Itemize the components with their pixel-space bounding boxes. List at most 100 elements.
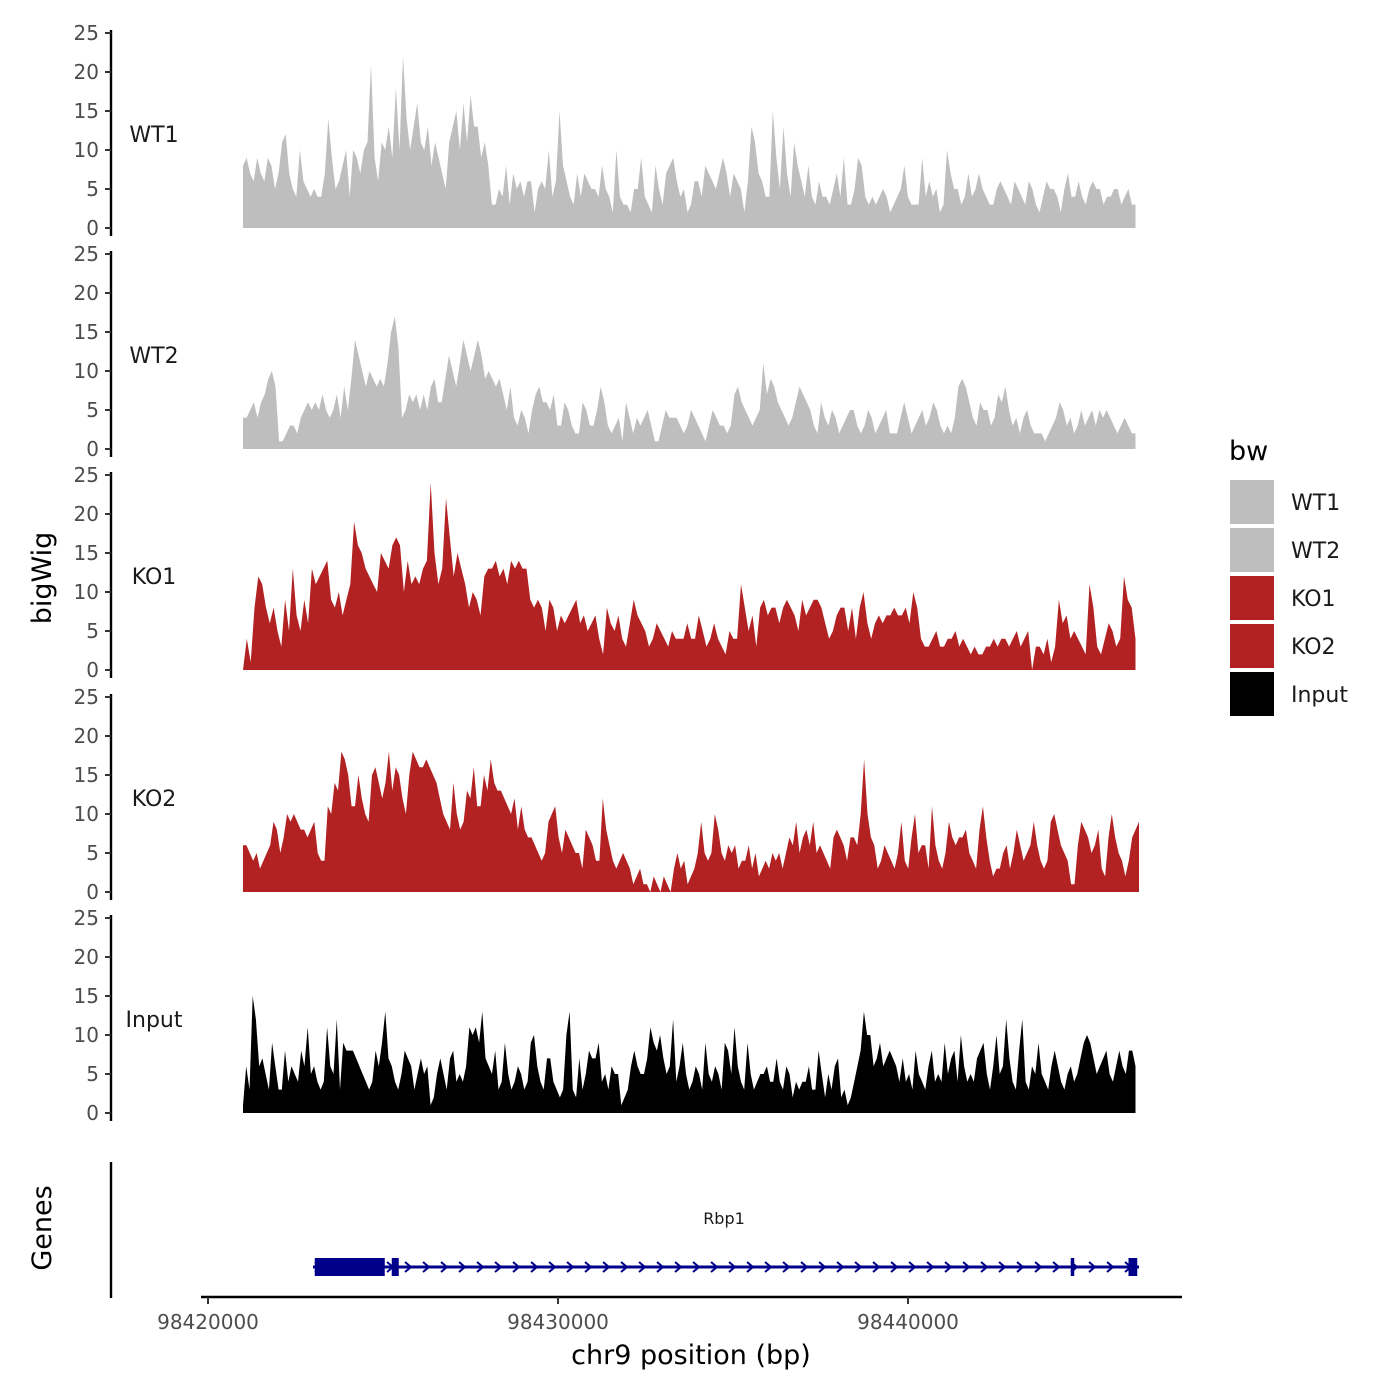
- y-tick-label: 5: [86, 398, 99, 422]
- y-tick-label: 25: [74, 21, 99, 45]
- legend-item: WT1: [1230, 480, 1340, 524]
- x-tick-label: 98430000: [507, 1310, 609, 1334]
- y-tick-label: 0: [86, 880, 99, 904]
- legend-swatch: [1230, 528, 1274, 572]
- y-tick-label: 0: [86, 437, 99, 461]
- strand-arrow: [998, 1261, 1007, 1273]
- legend-label: KO2: [1291, 635, 1336, 660]
- gene-exon: [1070, 1258, 1075, 1276]
- strand-arrow: [674, 1261, 683, 1273]
- y-tick-label: 5: [86, 1062, 99, 1086]
- x-axis: 98420000 98430000 98440000 chr9 position (…: [157, 1295, 1182, 1371]
- track-label: Input: [126, 1008, 183, 1033]
- strand-arrow: [944, 1261, 953, 1273]
- gene-exon: [314, 1258, 385, 1276]
- strand-arrow: [962, 1261, 971, 1273]
- legend-item: Input: [1230, 672, 1348, 716]
- strand-arrow: [530, 1261, 539, 1273]
- y-tick-label: 15: [74, 320, 99, 344]
- y-axis-title: bigWig: [27, 532, 58, 625]
- strand-arrow: [746, 1261, 755, 1273]
- y-tick-label: 15: [74, 541, 99, 565]
- y-tick-label: 25: [74, 463, 99, 487]
- legend-label: KO1: [1291, 587, 1336, 612]
- y-tick-label: 10: [74, 138, 99, 162]
- x-axis-ticks: 98420000 98430000 98440000: [157, 1297, 959, 1334]
- genes-panel-title: Genes: [27, 1185, 58, 1270]
- legend-label: WT1: [1291, 491, 1340, 516]
- coverage-area-ko1: [243, 482, 1136, 670]
- y-tick-label: 25: [74, 906, 99, 930]
- legend-item: WT2: [1230, 528, 1340, 572]
- strand-arrow: [584, 1261, 593, 1273]
- strand-arrow: [458, 1261, 467, 1273]
- strand-arrow: [908, 1261, 917, 1273]
- strand-arrow: [620, 1261, 629, 1273]
- strand-arrow: [1088, 1261, 1097, 1273]
- strand-arrow: [818, 1261, 827, 1273]
- strand-arrow: [782, 1261, 791, 1273]
- y-tick-label: 15: [74, 99, 99, 123]
- gene-label: Rbp1: [703, 1209, 745, 1228]
- strand-arrow: [638, 1261, 647, 1273]
- legend-swatch: [1230, 480, 1274, 524]
- y-tick-label: 25: [74, 242, 99, 266]
- gene-model: [313, 1258, 1139, 1276]
- track-label: WT2: [129, 344, 178, 369]
- track-label: KO2: [132, 787, 177, 812]
- legend-swatch: [1230, 672, 1274, 716]
- track-ko1: 0 5 10 15 20 25 KO1: [74, 463, 1136, 682]
- x-tick-label: 98440000: [857, 1310, 959, 1334]
- y-tick-label: 25: [74, 685, 99, 709]
- strand-arrow: [872, 1261, 881, 1273]
- y-tick-label: 10: [74, 802, 99, 826]
- strand-arrow: [1016, 1261, 1025, 1273]
- coverage-area-wt2: [243, 316, 1136, 449]
- strand-arrow: [1106, 1261, 1115, 1273]
- coverage-area-wt1: [243, 56, 1136, 229]
- strand-arrow: [926, 1261, 935, 1273]
- strand-arrow: [710, 1261, 719, 1273]
- strand-arrow: [728, 1261, 737, 1273]
- gene-panel: Genes Rbp1: [27, 1162, 1139, 1298]
- legend-title: bw: [1229, 436, 1268, 467]
- strand-arrow: [1034, 1261, 1043, 1273]
- strand-arrow: [440, 1261, 449, 1273]
- strand-arrow: [602, 1261, 611, 1273]
- strand-arrow: [656, 1261, 665, 1273]
- strand-arrow: [980, 1261, 989, 1273]
- gene-exon: [391, 1258, 399, 1276]
- x-axis-title: chr9 position (bp): [571, 1340, 811, 1371]
- y-tick-label: 0: [86, 1101, 99, 1125]
- legend-label: WT2: [1291, 539, 1340, 564]
- y-tick-label: 15: [74, 763, 99, 787]
- strand-arrow: [692, 1261, 701, 1273]
- y-tick-label: 20: [74, 724, 99, 748]
- strand-arrow: [512, 1261, 521, 1273]
- legend-label: Input: [1291, 683, 1348, 708]
- coverage-area-ko2: [243, 751, 1139, 892]
- y-tick-label: 20: [74, 502, 99, 526]
- legend-item: KO1: [1230, 576, 1336, 620]
- strand-arrow: [854, 1261, 863, 1273]
- y-tick-label: 10: [74, 359, 99, 383]
- y-tick-label: 5: [86, 841, 99, 865]
- legend-swatch: [1230, 576, 1274, 620]
- strand-arrow: [494, 1261, 503, 1273]
- y-tick-label: 20: [74, 281, 99, 305]
- gene-exon: [1128, 1258, 1138, 1276]
- strand-arrow: [836, 1261, 845, 1273]
- legend-item: KO2: [1230, 624, 1336, 668]
- strand-arrow: [566, 1261, 575, 1273]
- coverage-tracks: 0510152025WT10510152025WT20510152025KO10…: [74, 21, 1139, 1125]
- strand-arrow: [422, 1261, 431, 1273]
- y-tick-label: 5: [86, 619, 99, 643]
- strand-arrow: [1052, 1261, 1061, 1273]
- track-label: WT1: [129, 123, 178, 148]
- y-tick-label: 0: [86, 216, 99, 240]
- strand-arrow: [404, 1261, 413, 1273]
- track-input: 0 5 10 15 20 25 Input: [74, 906, 1136, 1125]
- legend: bw WT1 WT2 KO1 KO2 Input: [1229, 436, 1348, 716]
- y-tick-label: 10: [74, 580, 99, 604]
